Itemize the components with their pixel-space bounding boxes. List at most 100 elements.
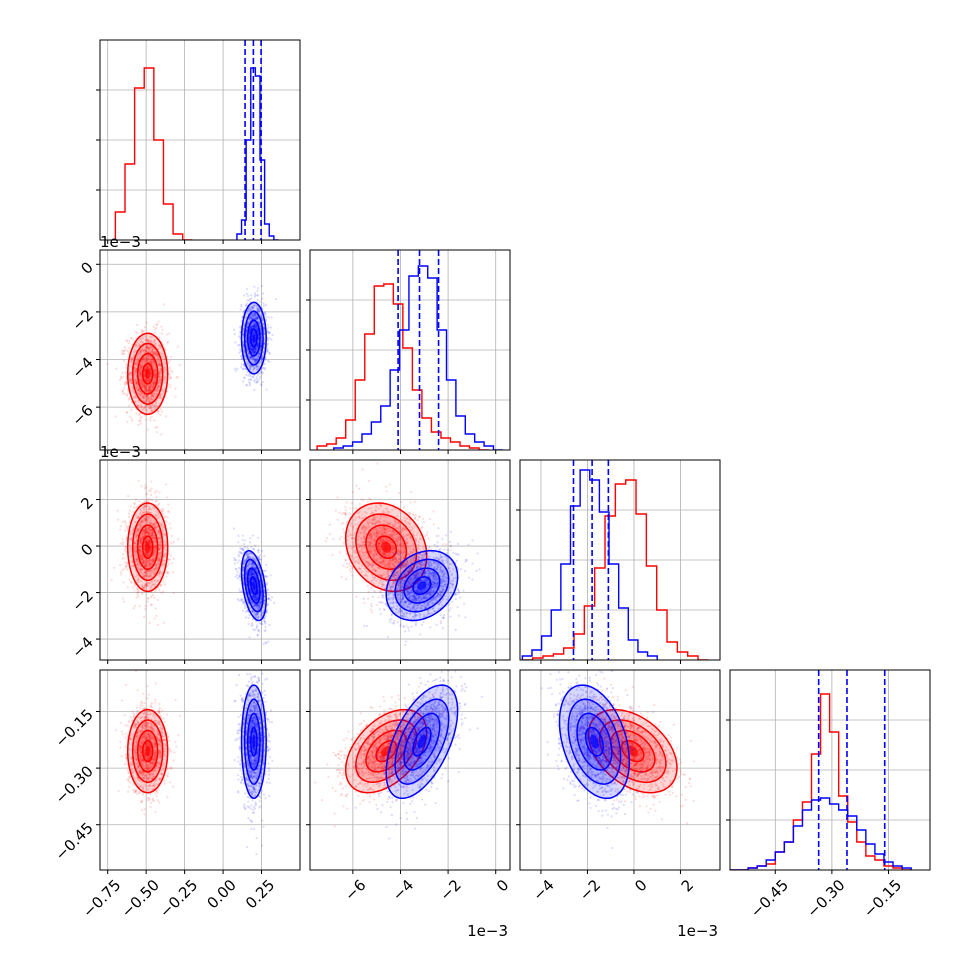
scatter-point — [115, 367, 118, 371]
scatter-point — [154, 404, 158, 407]
scatter-point — [143, 531, 147, 535]
scatter-point — [256, 333, 260, 336]
scatter-point — [248, 334, 251, 337]
scatter-point — [149, 531, 152, 535]
scatter-point — [154, 522, 157, 526]
scatter-point — [154, 374, 157, 378]
scatter-point — [155, 323, 159, 326]
scatter-point — [243, 539, 246, 542]
scatter-point — [120, 377, 123, 380]
scatter-point — [246, 352, 250, 356]
scatter-point — [113, 566, 116, 569]
scatter-point — [121, 352, 125, 355]
scatter-point — [233, 557, 236, 560]
scatter-point — [129, 537, 132, 541]
scatter-point — [150, 584, 153, 587]
scatter-point — [256, 331, 260, 334]
scatter-point — [134, 378, 137, 381]
scatter-point — [160, 332, 163, 335]
scatter-point — [256, 342, 259, 345]
scatter-point — [143, 528, 147, 531]
scatter-point — [242, 380, 245, 383]
scatter-point — [144, 607, 147, 611]
scatter-point — [139, 554, 142, 557]
scatter-point — [136, 389, 139, 392]
scatter-point — [149, 398, 152, 401]
scatter-point — [237, 534, 240, 537]
scatter-point — [133, 394, 137, 397]
scatter-point — [130, 336, 133, 339]
scatter-point — [150, 407, 153, 410]
scatter-point — [141, 518, 145, 522]
scatter-point — [168, 558, 172, 561]
scatter-point — [134, 396, 137, 399]
scatter-point — [153, 368, 157, 371]
scatter-point — [141, 347, 144, 350]
scatter-point — [164, 542, 167, 545]
scatter-point — [260, 372, 263, 375]
scatter-point — [250, 349, 253, 352]
scatter-point — [254, 348, 257, 351]
scatter-point — [150, 393, 153, 396]
scatter-point — [149, 359, 152, 362]
scatter-point — [142, 615, 146, 618]
scatter-point — [153, 381, 156, 384]
scatter-point — [147, 346, 150, 349]
scatter-point — [151, 352, 155, 355]
scatter-point — [157, 563, 160, 566]
scatter-point — [158, 395, 162, 398]
scatter-point — [133, 547, 136, 550]
scatter-point — [176, 375, 179, 378]
scatter-point — [150, 487, 153, 490]
scatter-point — [261, 297, 264, 300]
scatter-point — [144, 569, 147, 572]
scatter-point — [158, 534, 162, 537]
scatter-point — [245, 345, 248, 348]
scatter-point — [155, 425, 159, 429]
scatter-point — [254, 314, 257, 317]
scatter-point — [146, 522, 149, 525]
scatter-point — [135, 596, 138, 599]
scatter-point — [159, 396, 163, 400]
scatter-point — [144, 339, 148, 342]
scatter-point — [252, 348, 256, 351]
scatter-point — [140, 348, 143, 351]
scatter-point — [265, 388, 268, 391]
scatter-point — [129, 547, 132, 550]
scatter-point — [248, 330, 252, 333]
scatter-point — [253, 351, 256, 354]
scatter-point — [144, 361, 147, 364]
scatter-point — [152, 559, 155, 562]
scatter-point — [147, 365, 150, 368]
scatter-point — [151, 382, 154, 385]
scatter-point — [123, 352, 126, 356]
scatter-point — [236, 570, 239, 573]
scatter-point — [250, 317, 254, 320]
scatter-point — [124, 546, 127, 549]
scatter-point — [158, 372, 161, 375]
scatter-point — [149, 511, 152, 514]
scatter-point — [130, 379, 133, 382]
scatter-point — [143, 326, 147, 329]
scatter-point — [129, 505, 132, 508]
scatter-point — [252, 352, 256, 355]
scatter-point — [142, 395, 145, 398]
scatter-point — [149, 519, 152, 522]
scatter-point — [144, 386, 147, 389]
scatter-point — [163, 363, 166, 366]
scatter-point — [130, 379, 133, 383]
scatter-point — [162, 360, 166, 363]
scatter-point — [150, 410, 153, 413]
scatter-point — [143, 359, 146, 363]
scatter-point — [150, 394, 154, 397]
scatter-point — [255, 347, 258, 350]
scatter-point — [147, 367, 150, 370]
scatter-point — [152, 384, 155, 387]
scatter-point — [157, 385, 160, 389]
scatter-point — [120, 525, 123, 528]
scatter-point — [154, 590, 157, 593]
scatter-point — [125, 393, 129, 396]
scatter-point — [144, 335, 147, 338]
scatter-point — [253, 325, 256, 328]
scatter-point — [155, 354, 158, 358]
